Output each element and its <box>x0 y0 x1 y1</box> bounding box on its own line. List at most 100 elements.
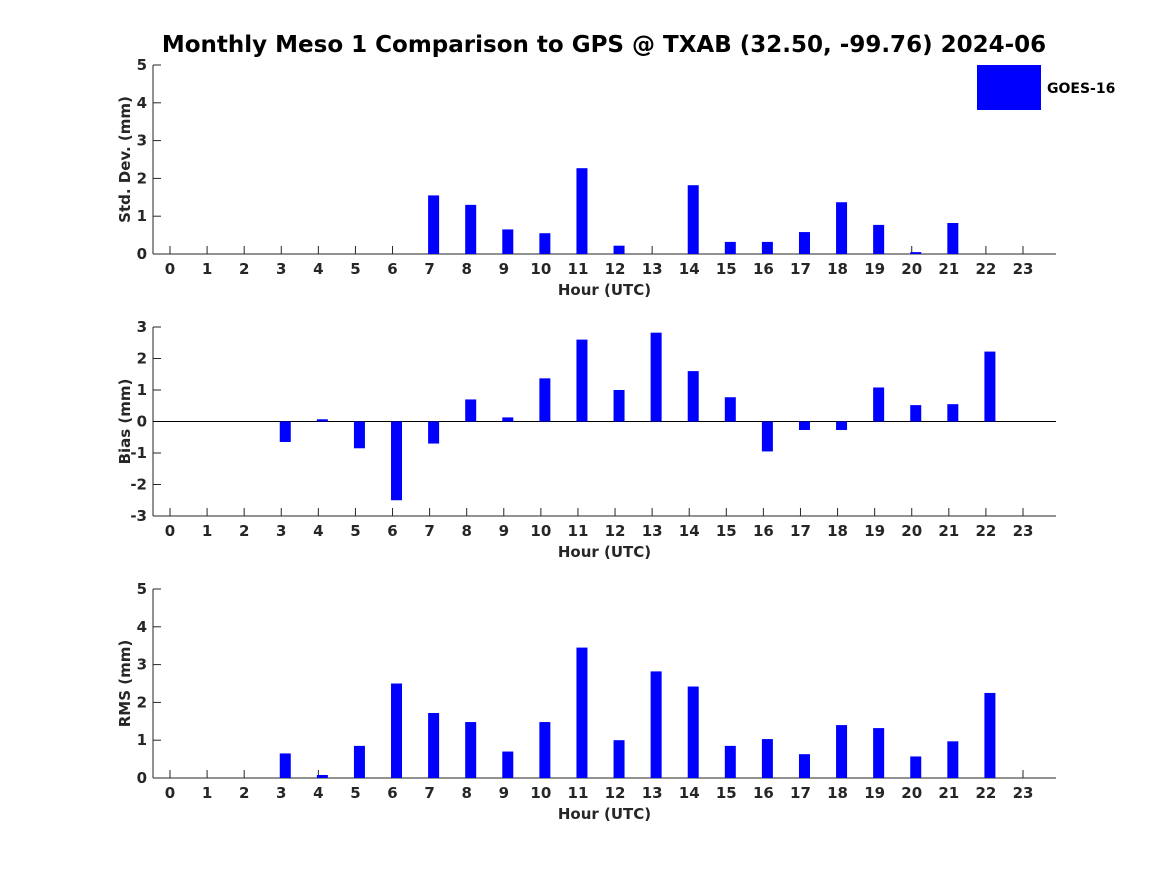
x-tick-label: 15 <box>716 260 737 278</box>
x-tick-label: 4 <box>313 260 323 278</box>
y-axis-label: Std. Dev. (mm) <box>116 96 134 223</box>
x-tick-label: 2 <box>239 784 249 802</box>
x-tick-label: 0 <box>165 522 175 540</box>
x-tick-label: 1 <box>202 784 212 802</box>
x-tick-label: 1 <box>202 522 212 540</box>
legend-label-goes-16: GOES-16 <box>1047 81 1115 97</box>
y-tick-label: 3 <box>137 318 147 336</box>
x-tick-label: 23 <box>1013 522 1034 540</box>
bar-hour-17 <box>798 232 810 254</box>
y-tick-label: -1 <box>130 444 147 462</box>
bar-hour-5 <box>353 421 365 449</box>
bar-hour-11 <box>576 339 588 422</box>
x-tick-label: 5 <box>350 784 360 802</box>
x-tick-label: 14 <box>679 522 700 540</box>
y-tick-label: 2 <box>137 169 147 187</box>
x-tick-label: 7 <box>424 784 434 802</box>
x-tick-label: 9 <box>499 784 509 802</box>
y-tick-label: -2 <box>130 476 147 494</box>
x-tick-label: 4 <box>313 522 323 540</box>
x-tick-label: 17 <box>790 522 811 540</box>
bar-hour-16 <box>761 421 773 452</box>
bar-hour-9 <box>502 751 514 778</box>
x-axis-label: Hour (UTC) <box>558 543 651 561</box>
y-tick-label: 2 <box>137 693 147 711</box>
x-tick-label: 10 <box>530 784 551 802</box>
x-tick-label: 16 <box>753 784 774 802</box>
x-tick-label: 3 <box>276 522 286 540</box>
y-tick-label: 1 <box>137 207 147 225</box>
bar-hour-11 <box>576 168 588 254</box>
bar-hour-6 <box>391 421 403 501</box>
x-tick-label: 9 <box>499 522 509 540</box>
bar-hour-12 <box>613 245 625 254</box>
x-tick-label: 13 <box>642 784 663 802</box>
x-tick-label: 22 <box>975 784 996 802</box>
x-tick-label: 23 <box>1013 784 1034 802</box>
x-tick-label: 12 <box>605 522 626 540</box>
bar-hour-10 <box>539 233 551 254</box>
x-tick-label: 0 <box>165 784 175 802</box>
x-tick-label: 18 <box>827 260 848 278</box>
x-tick-label: 6 <box>387 784 397 802</box>
x-tick-label: 17 <box>790 784 811 802</box>
x-tick-label: 11 <box>568 260 589 278</box>
x-tick-label: 18 <box>827 784 848 802</box>
y-tick-label: 5 <box>137 580 147 598</box>
bar-hour-3 <box>279 421 291 442</box>
bar-hour-21 <box>947 741 959 778</box>
x-tick-label: 20 <box>901 784 922 802</box>
legend: GOES-16 <box>977 65 1115 110</box>
x-tick-label: 3 <box>276 784 286 802</box>
bar-hour-20 <box>910 405 922 422</box>
x-tick-label: 19 <box>864 522 885 540</box>
y-tick-label: 4 <box>137 618 147 636</box>
bar-hour-12 <box>613 740 625 778</box>
legend-swatch-goes-16 <box>977 65 1041 110</box>
bar-hour-19 <box>873 224 885 254</box>
bar-hour-7 <box>428 421 440 444</box>
bar-hour-3 <box>279 753 291 778</box>
y-tick-label: 2 <box>137 350 147 368</box>
y-tick-label: 5 <box>137 56 147 74</box>
x-tick-label: 8 <box>461 784 471 802</box>
x-tick-label: 0 <box>165 260 175 278</box>
x-tick-label: 14 <box>679 784 700 802</box>
y-tick-label: 0 <box>137 769 147 787</box>
bar-hour-8 <box>465 204 477 254</box>
x-tick-label: 3 <box>276 260 286 278</box>
bar-hour-14 <box>687 371 699 422</box>
y-tick-label: 4 <box>137 94 147 112</box>
x-tick-label: 15 <box>716 522 737 540</box>
bar-hour-18 <box>836 202 848 254</box>
x-tick-label: 17 <box>790 260 811 278</box>
bar-hour-16 <box>761 241 773 254</box>
bar-hour-4 <box>316 774 328 778</box>
y-tick-label: 0 <box>137 245 147 263</box>
x-tick-label: 7 <box>424 522 434 540</box>
x-tick-label: 6 <box>387 522 397 540</box>
bar-hour-15 <box>724 241 736 254</box>
bar-hour-21 <box>947 404 959 422</box>
x-tick-label: 8 <box>461 260 471 278</box>
bar-hour-11 <box>576 647 588 778</box>
bar-hour-7 <box>428 195 440 254</box>
bar-hour-14 <box>687 686 699 778</box>
y-tick-label: -3 <box>130 507 147 525</box>
x-tick-label: 12 <box>605 260 626 278</box>
bar-hour-22 <box>984 692 996 778</box>
bar-hour-10 <box>539 378 551 422</box>
bar-hour-14 <box>687 185 699 254</box>
x-tick-label: 9 <box>499 260 509 278</box>
y-tick-label: 1 <box>137 381 147 399</box>
x-tick-label: 11 <box>568 522 589 540</box>
x-tick-label: 2 <box>239 260 249 278</box>
bar-hour-13 <box>650 332 662 422</box>
bar-hour-15 <box>724 745 736 778</box>
bar-hour-19 <box>873 387 885 422</box>
x-tick-label: 10 <box>530 260 551 278</box>
bar-hour-18 <box>836 421 848 431</box>
